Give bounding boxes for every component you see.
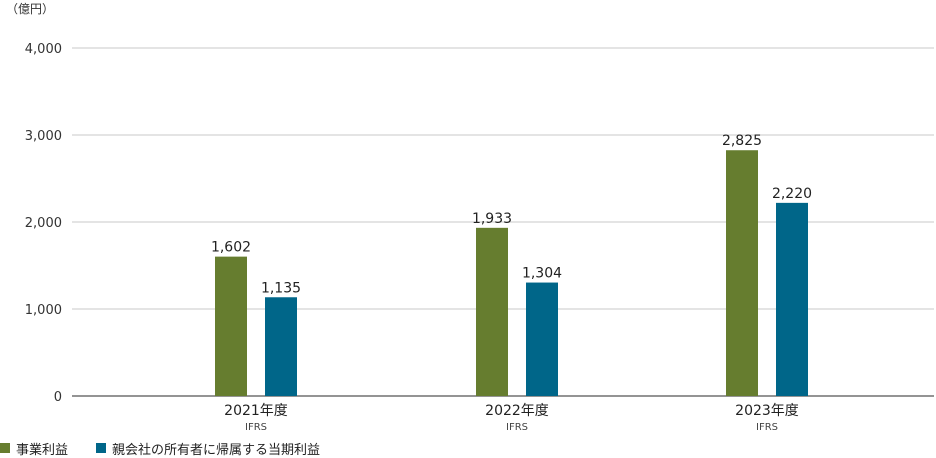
x-axis-labels: 2021年度 IFRS 2022年度 IFRS 2023年度 IFRS (224, 403, 799, 433)
data-label: 1,304 (522, 266, 562, 282)
y-tick-label: 3,000 (25, 129, 62, 144)
y-axis-unit-label: （億円） (6, 2, 54, 16)
legend-swatch-business-profit (0, 443, 10, 453)
data-label: 2,220 (772, 186, 812, 202)
x-category-label: 2023年度 (735, 403, 799, 419)
x-category-sublabel: IFRS (245, 422, 267, 433)
y-tick-label: 0 (54, 390, 62, 405)
legend-label-net-profit: 親会社の所有者に帰属する当期利益 (112, 442, 321, 458)
x-category-label: 2022年度 (485, 403, 549, 419)
y-tick-label: 2,000 (25, 216, 62, 231)
y-axis-tick-labels: 0 1,000 2,000 3,000 4,000 (25, 42, 62, 405)
legend-swatch-net-profit (96, 443, 107, 453)
bar (526, 282, 558, 396)
bar (776, 202, 808, 396)
y-tick-label: 1,000 (25, 303, 62, 318)
x-category-sublabel: IFRS (756, 422, 778, 433)
data-label: 1,933 (472, 211, 512, 227)
bar (215, 256, 247, 396)
legend-item-business-profit: 事業利益 (0, 439, 68, 458)
bar (265, 297, 297, 396)
x-category-sublabel: IFRS (506, 422, 528, 433)
data-label: 1,602 (211, 240, 251, 256)
x-category-label: 2021年度 (224, 403, 288, 419)
bar (726, 150, 758, 396)
legend-label-business-profit: 事業利益 (16, 442, 69, 458)
bars: 1,602 1,933 2,825 1,135 1,304 2,220 (211, 133, 812, 396)
legend-item-net-profit: 親会社の所有者に帰属する当期利益 (96, 439, 320, 458)
bar-chart: （億円） 0 1,000 2,000 3,000 4,000 1,602 1,933 2,8… (6, 2, 934, 433)
data-label: 1,135 (261, 280, 301, 296)
bar (476, 227, 508, 396)
y-tick-label: 4,000 (25, 42, 62, 57)
legend: 事業利益 親会社の所有者に帰属する当期利益 (0, 439, 348, 458)
data-label: 2,825 (722, 133, 762, 149)
